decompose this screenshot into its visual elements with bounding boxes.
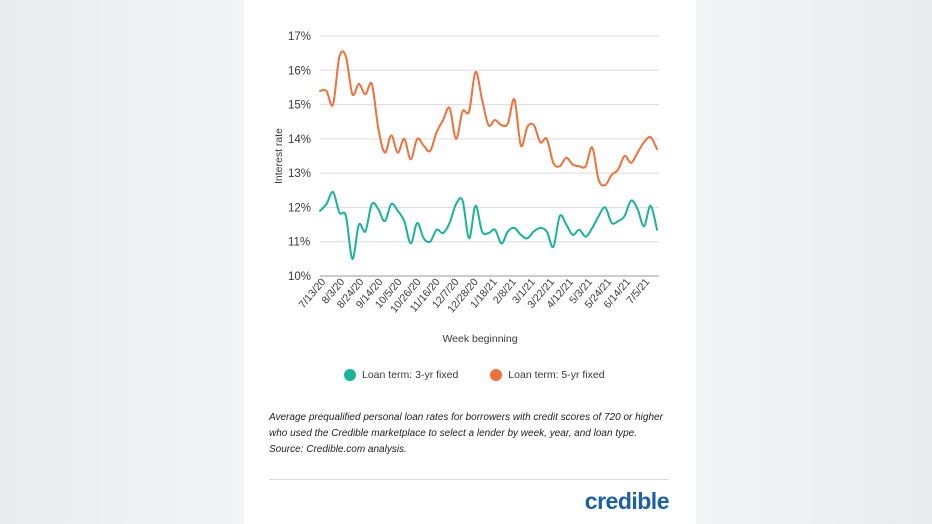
y-tick-label: 17% — [288, 31, 311, 43]
series-line-5yr — [319, 50, 658, 187]
legend-swatch-5yr — [490, 369, 503, 381]
chart-caption: Average prequalified personal loan rates… — [269, 412, 663, 455]
legend-label-5yr: Loan term: 5-yr fixed — [508, 369, 605, 381]
y-axis-title: Interest rate — [273, 128, 285, 184]
series-line-3yr — [319, 190, 658, 260]
legend: Loan term: 3-yr fixed Loan term: 5-yr fi… — [344, 369, 605, 381]
background-right — [696, 0, 932, 524]
legend-item-3yr: Loan term: 3-yr fixed — [344, 369, 458, 381]
chart-card: 10% 11% 12% 13% 14% 15% 16% 17% Interest rate 7/1… — [244, 0, 696, 524]
y-tick-label: 12% — [288, 202, 311, 214]
x-axis-title: Week beginning — [442, 333, 517, 345]
y-tick-label: 15% — [288, 100, 311, 112]
y-tick-label: 13% — [288, 168, 311, 180]
legend-item-5yr: Loan term: 5-yr fixed — [490, 369, 605, 381]
legend-swatch-3yr — [344, 369, 356, 381]
legend-label-3yr: Loan term: 3-yr fixed — [362, 369, 459, 381]
y-tick-label: 14% — [288, 134, 311, 146]
line-chart: 10%11%12%13%14%15%16%17%Interest rate7/1… — [273, 31, 659, 345]
y-tick-label: 11% — [288, 237, 310, 249]
y-tick-label: 10% — [288, 271, 311, 283]
divider — [269, 479, 669, 480]
y-tick-label: 16% — [288, 65, 311, 77]
credible-logo: credible — [584, 488, 670, 514]
background-left — [0, 0, 244, 524]
